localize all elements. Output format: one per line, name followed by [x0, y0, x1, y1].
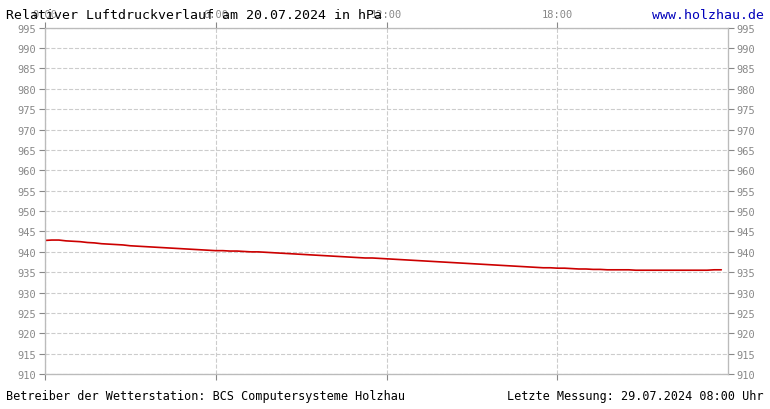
Text: Letzte Messung: 29.07.2024 08:00 Uhr: Letzte Messung: 29.07.2024 08:00 Uhr: [507, 389, 764, 402]
Text: Relativer Luftdruckverlauf am 20.07.2024 in hPa: Relativer Luftdruckverlauf am 20.07.2024…: [6, 9, 382, 22]
Text: www.holzhau.de: www.holzhau.de: [652, 9, 764, 22]
Text: Betreiber der Wetterstation: BCS Computersysteme Holzhau: Betreiber der Wetterstation: BCS Compute…: [6, 389, 405, 402]
